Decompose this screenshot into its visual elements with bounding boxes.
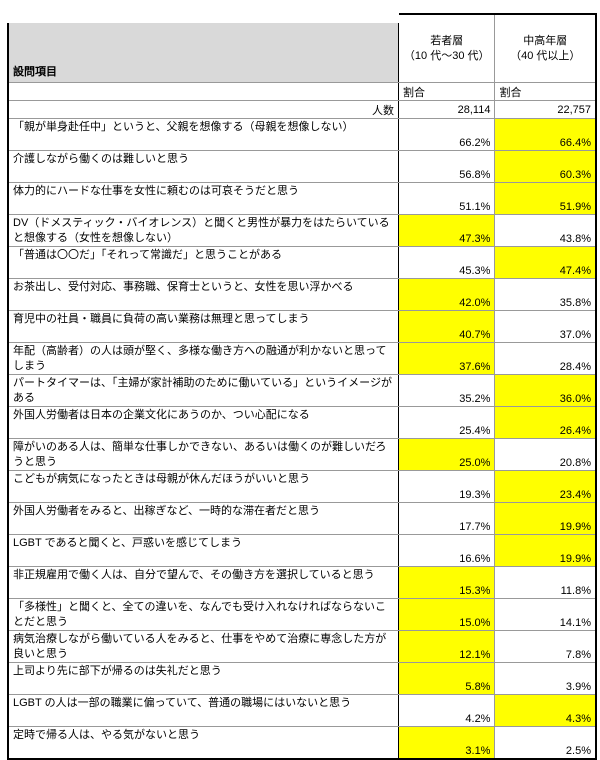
- young-value: 40.7%: [397, 310, 496, 343]
- young-value: 25.4%: [397, 406, 496, 439]
- young-value: 3.1%: [397, 726, 496, 760]
- question-text: 上司より先に部下が帰るのは失礼だと思う: [7, 662, 399, 695]
- group-range: （10 代～30 代）: [403, 49, 490, 62]
- old-value: 47.4%: [494, 246, 597, 279]
- table-row: LGBT の人は一部の職業に偏っていて、普通の職場にはいないと思う 4.2% 4.3…: [7, 694, 597, 727]
- old-value: 43.8%: [494, 214, 597, 247]
- young-value: 19.3%: [397, 470, 496, 503]
- old-value: 20.8%: [494, 438, 597, 471]
- young-group-header: 若者層 （10 代～30 代）: [397, 13, 496, 83]
- question-text: 外国人労働者は日本の企業文化にあうのか、つい心配になる: [7, 406, 399, 439]
- table-row: 育児中の社員・職員に負荷の高い業務は無理と思ってしまう 40.7% 37.0%: [7, 310, 597, 343]
- old-value: 19.9%: [494, 534, 597, 567]
- question-text: 「多様性」と聞くと、全ての違いを、なんでも受け入れなければならないことだと思う: [7, 598, 399, 631]
- young-value: 66.2%: [397, 118, 496, 151]
- old-value: 2.5%: [494, 726, 597, 760]
- table-row: こどもが病気になったときは母親が休んだほうがいいと思う 19.3% 23.4%: [7, 470, 597, 503]
- table-row: 非正規雇用で働く人は、自分で望んで、その働き方を選択していると思う 15.3% 11…: [7, 566, 597, 599]
- old-value: 4.3%: [494, 694, 597, 727]
- young-value: 56.8%: [397, 150, 496, 183]
- question-text: 体力的にハードな仕事を女性に頼むのは可哀そうだと思う: [7, 182, 399, 215]
- group-name: 若者層: [430, 34, 464, 47]
- question-text: こどもが病気になったときは母親が休んだほうがいいと思う: [7, 470, 399, 503]
- question-text: パートタイマーは、「主婦が家計補助のために働いている」というイメージがある: [7, 374, 399, 407]
- young-value: 17.7%: [397, 502, 496, 535]
- old-value: 35.8%: [494, 278, 597, 311]
- young-value: 5.8%: [397, 662, 496, 695]
- question-text: 定時で帰る人は、やる気がないと思う: [7, 726, 399, 760]
- question-text: 外国人労働者をみると、出稼ぎなど、一時的な滞在者だと思う: [7, 502, 399, 535]
- young-count: 28,114: [397, 100, 496, 119]
- table-row: お茶出し、受付対応、事務職、保育士というと、女性を思い浮かべる 42.0% 35.8…: [7, 278, 597, 311]
- table-row: DV（ドメスティック・バイオレンス）と聞くと男性が暴力をはたらいていると想像する…: [7, 214, 597, 247]
- young-value: 51.1%: [397, 182, 496, 215]
- young-value: 45.3%: [397, 246, 496, 279]
- young-value: 37.6%: [397, 342, 496, 375]
- old-sub-label: 割合: [494, 82, 597, 101]
- header-row: 設問項目 若者層 （10 代～30 代） 中高年層 （40 代以上）: [7, 5, 597, 83]
- question-text: 年配（高齢者）の人は頭が堅く、多様な働き方への融通が利かないと思ってしまう: [7, 342, 399, 375]
- group-range: （40 代以上）: [510, 49, 581, 62]
- question-text: 病気治療しながら働いている人をみると、仕事をやめて治療に専念した方が良いと思う: [7, 630, 399, 663]
- young-value: 15.0%: [397, 598, 496, 631]
- old-value: 60.3%: [494, 150, 597, 183]
- table-row: 定時で帰る人は、やる気がないと思う 3.1% 2.5%: [7, 726, 597, 760]
- table-row: パートタイマーは、「主婦が家計補助のために働いている」というイメージがある 35.…: [7, 374, 597, 407]
- count-row: 人数 28,114 22,757: [7, 100, 597, 119]
- question-text: 育児中の社員・職員に負荷の高い業務は無理と思ってしまう: [7, 310, 399, 343]
- table-row: 介護しながら働くのは難しいと思う 56.8% 60.3%: [7, 150, 597, 183]
- young-value: 12.1%: [397, 630, 496, 663]
- old-value: 23.4%: [494, 470, 597, 503]
- question-text: 障がいのある人は、簡単な仕事しかできない、あるいは働くのが難しいだろうと思う: [7, 438, 399, 471]
- question-text: 非正規雇用で働く人は、自分で望んで、その働き方を選択していると思う: [7, 566, 399, 599]
- old-value: 37.0%: [494, 310, 597, 343]
- table-row: 上司より先に部下が帰るのは失礼だと思う 5.8% 3.9%: [7, 662, 597, 695]
- table-row: 「親が単身赴任中」というと、父親を想像する（母親を想像しない） 66.2% 66.4…: [7, 118, 597, 151]
- old-value: 66.4%: [494, 118, 597, 151]
- old-value: 36.0%: [494, 374, 597, 407]
- table-row: 外国人労働者をみると、出稼ぎなど、一時的な滞在者だと思う 17.7% 19.9%: [7, 502, 597, 535]
- young-value: 35.2%: [397, 374, 496, 407]
- old-value: 28.4%: [494, 342, 597, 375]
- old-value: 7.8%: [494, 630, 597, 663]
- table-row: 外国人労働者は日本の企業文化にあうのか、つい心配になる 25.4% 26.4%: [7, 406, 597, 439]
- old-group-header: 中高年層 （40 代以上）: [494, 13, 597, 83]
- question-text: お茶出し、受付対応、事務職、保育士というと、女性を思い浮かべる: [7, 278, 399, 311]
- old-value: 26.4%: [494, 406, 597, 439]
- table-row: 「普通は〇〇だ」「それって常識だ」と思うことがある 45.3% 47.4%: [7, 246, 597, 279]
- count-label: 人数: [7, 100, 399, 119]
- old-value: 51.9%: [494, 182, 597, 215]
- old-value: 3.9%: [494, 662, 597, 695]
- question-text: 「親が単身赴任中」というと、父親を想像する（母親を想像しない）: [7, 118, 399, 151]
- table-row: 年配（高齢者）の人は頭が堅く、多様な働き方への融通が利かないと思ってしまう 37.…: [7, 342, 597, 375]
- table-row: 体力的にハードな仕事を女性に頼むのは可哀そうだと思う 51.1% 51.9%: [7, 182, 597, 215]
- question-text: LGBT の人は一部の職業に偏っていて、普通の職場にはいないと思う: [7, 694, 399, 727]
- young-value: 42.0%: [397, 278, 496, 311]
- old-value: 14.1%: [494, 598, 597, 631]
- old-value: 19.9%: [494, 502, 597, 535]
- item-header: 設問項目: [7, 5, 399, 83]
- young-value: 25.0%: [397, 438, 496, 471]
- question-text: DV（ドメスティック・バイオレンス）と聞くと男性が暴力をはたらいていると想像する…: [7, 214, 399, 247]
- question-text: 介護しながら働くのは難しいと思う: [7, 150, 399, 183]
- old-count: 22,757: [494, 100, 597, 119]
- young-value: 47.3%: [397, 214, 496, 247]
- table-row: 障がいのある人は、簡単な仕事しかできない、あるいは働くのが難しいだろうと思う 25…: [7, 438, 597, 471]
- group-name: 中高年層: [523, 34, 568, 47]
- subheader-row: 割合 割合: [7, 82, 597, 101]
- table-row: 病気治療しながら働いている人をみると、仕事をやめて治療に専念した方が良いと思う 1…: [7, 630, 597, 663]
- survey-table: 設問項目 若者層 （10 代～30 代） 中高年層 （40 代以上） 割合 割合…: [7, 5, 597, 760]
- table-row: LGBT であると聞くと、戸惑いを感じてしまう 16.6% 19.9%: [7, 534, 597, 567]
- young-value: 16.6%: [397, 534, 496, 567]
- old-value: 11.8%: [494, 566, 597, 599]
- young-value: 15.3%: [397, 566, 496, 599]
- young-value: 4.2%: [397, 694, 496, 727]
- question-text: LGBT であると聞くと、戸惑いを感じてしまう: [7, 534, 399, 567]
- young-sub-label: 割合: [397, 82, 496, 101]
- table-row: 「多様性」と聞くと、全ての違いを、なんでも受け入れなければならないことだと思う 1…: [7, 598, 597, 631]
- question-text: 「普通は〇〇だ」「それって常識だ」と思うことがある: [7, 246, 399, 279]
